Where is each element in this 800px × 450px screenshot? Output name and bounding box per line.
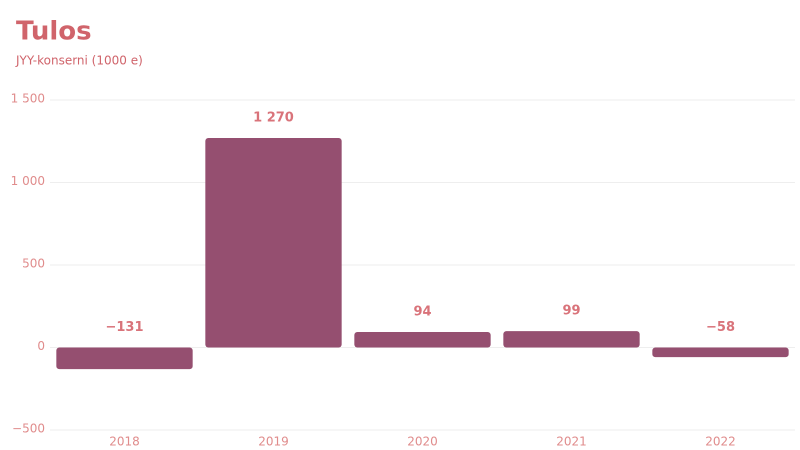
- y-tick-label: 500: [22, 257, 45, 271]
- x-tick-label: 2018: [109, 435, 140, 449]
- x-tick-label: 2022: [705, 435, 736, 449]
- bar: [652, 347, 789, 358]
- x-tick-label: 2021: [556, 435, 587, 449]
- chart-title: Tulos: [16, 17, 92, 47]
- bar: [56, 347, 193, 370]
- y-tick-label: 0: [37, 339, 45, 353]
- y-tick-label: 1 500: [11, 92, 45, 106]
- x-tick-label: 2020: [407, 435, 438, 449]
- y-tick-label: 1 000: [11, 174, 45, 188]
- bar: [503, 331, 640, 348]
- value-label: 99: [562, 304, 580, 319]
- bar: [205, 137, 342, 348]
- value-label: −58: [706, 320, 735, 335]
- x-tick-label: 2019: [258, 435, 289, 449]
- value-label: −131: [105, 320, 143, 335]
- value-label: 94: [413, 304, 431, 319]
- y-tick-label: −500: [12, 422, 45, 436]
- chart-subtitle: JYY-konserni (1000 e): [15, 54, 143, 68]
- bar: [354, 331, 491, 348]
- value-label: 1 270: [253, 110, 294, 125]
